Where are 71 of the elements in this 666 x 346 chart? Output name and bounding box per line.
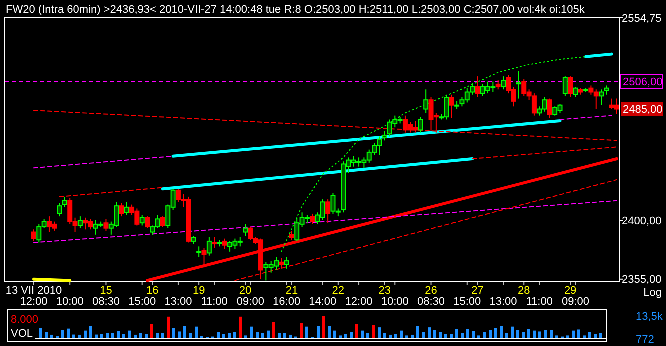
candlestick bbox=[104, 218, 109, 232]
x-tick-label: 22 bbox=[332, 285, 345, 297]
y-tick-label: 2400,00 bbox=[622, 215, 662, 228]
candlestick bbox=[243, 224, 248, 237]
ref-line-label: 2506,00 bbox=[623, 76, 663, 89]
x-tick-label: 23 bbox=[378, 285, 391, 297]
candlestick bbox=[57, 202, 62, 218]
candlestick bbox=[206, 237, 212, 256]
candlestick bbox=[145, 216, 150, 229]
annotation: 8.000 bbox=[11, 314, 39, 326]
x-tick-label: 19 bbox=[192, 285, 206, 297]
y-tick-label: 2554,75 bbox=[622, 12, 662, 25]
text: Log bbox=[644, 287, 662, 299]
candlestick bbox=[475, 76, 480, 98]
candlestick bbox=[604, 85, 610, 96]
x-tick-label: 09:00 bbox=[562, 296, 590, 308]
x-tick-label: 27 bbox=[472, 285, 484, 297]
candlestick bbox=[279, 258, 284, 270]
x-tick-label: 29 bbox=[564, 285, 577, 297]
y-tick-label: 772 bbox=[636, 334, 654, 346]
x-tick-label: 15:00 bbox=[128, 296, 156, 308]
candlestick bbox=[78, 216, 83, 229]
candlestick bbox=[449, 94, 454, 119]
y-tick-label: 13,5k bbox=[636, 310, 664, 323]
candlestick bbox=[222, 238, 228, 250]
candlestick bbox=[599, 89, 604, 106]
candlestick bbox=[382, 131, 388, 142]
x-tick-label: 13:00 bbox=[490, 296, 518, 308]
candlestick bbox=[500, 76, 506, 90]
candlestick bbox=[310, 213, 316, 225]
candlestick bbox=[62, 196, 68, 208]
candlestick bbox=[289, 230, 294, 241]
x-tick-label: 16:00 bbox=[273, 296, 301, 308]
candlestick bbox=[516, 70, 522, 100]
candlestick bbox=[573, 86, 578, 98]
annotation: 2485,00 bbox=[623, 104, 663, 116]
candlestick bbox=[32, 229, 36, 242]
candlestick bbox=[562, 76, 568, 97]
x-tick-label: 15:00 bbox=[454, 296, 482, 308]
candlestick bbox=[424, 89, 429, 114]
candlestick bbox=[160, 216, 166, 228]
candlestick bbox=[496, 80, 501, 90]
candlestick bbox=[212, 237, 218, 248]
x-tick-label: 14:00 bbox=[309, 296, 337, 308]
candlestick bbox=[418, 116, 424, 134]
x-tick-label: 10:00 bbox=[56, 296, 84, 308]
chart-title: FW20 (Intra 60min) >2436,93< 2010-VII-27 14:00:48 tue R:8 O:2503,00 H:2511,00 L:2503,00 C:2507,00 vol:4k oi:105k bbox=[6, 4, 586, 16]
candlestick bbox=[568, 76, 574, 98]
text: VOL bbox=[11, 328, 34, 340]
x-tick-label: 15 08:30 bbox=[92, 285, 120, 308]
x-tick-label: 12:00 bbox=[345, 296, 373, 308]
candlestick bbox=[202, 247, 207, 268]
candlestick bbox=[284, 256, 290, 270]
x-tick-label: 26 08:30 bbox=[418, 285, 446, 308]
candlestick bbox=[140, 214, 145, 226]
x-tick-label: 28 bbox=[518, 285, 530, 297]
x-tick-label: 09:00 bbox=[236, 296, 264, 308]
x-tick-label: 10:00 bbox=[381, 296, 409, 308]
y-tick-label: 2355,00 bbox=[622, 274, 662, 286]
x-tick-label: 20 bbox=[239, 285, 252, 297]
candlestick bbox=[326, 199, 331, 224]
candlestick bbox=[196, 246, 202, 258]
x-tick-label: 11:00 bbox=[201, 296, 228, 308]
line-series bbox=[281, 56, 587, 252]
x-tick-label: 16 bbox=[146, 285, 159, 297]
x-tick-label: 11:00 bbox=[526, 296, 553, 308]
candlestick bbox=[547, 98, 552, 119]
candlestick bbox=[119, 202, 124, 218]
x-tick-label: 21 bbox=[286, 285, 298, 297]
candlestick bbox=[124, 202, 130, 216]
x-tick-label: 13:00 bbox=[164, 296, 192, 308]
